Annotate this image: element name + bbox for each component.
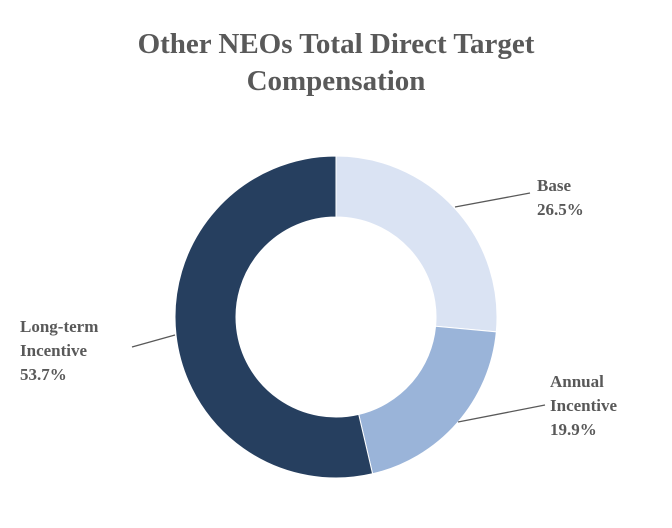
donut-slice xyxy=(335,155,498,333)
category-label: Long-term Incentive xyxy=(20,317,99,360)
donut-slice xyxy=(358,325,497,475)
donut-slice xyxy=(174,155,374,479)
data-label: Annual Incentive 19.9% xyxy=(550,370,660,442)
data-label: Base 26.5% xyxy=(537,174,647,222)
value-label: 26.5% xyxy=(537,200,584,219)
chart-title: Other NEOs Total Direct Target Compensat… xyxy=(137,28,535,97)
data-label: Long-term Incentive 53.7% xyxy=(20,315,130,387)
category-label: Base xyxy=(537,176,571,195)
leader-line xyxy=(131,334,176,348)
value-label: 53.7% xyxy=(20,365,67,384)
leader-line xyxy=(457,404,546,423)
leader-line xyxy=(454,192,531,208)
value-label: 19.9% xyxy=(550,420,597,439)
category-label: Annual Incentive xyxy=(550,372,618,415)
